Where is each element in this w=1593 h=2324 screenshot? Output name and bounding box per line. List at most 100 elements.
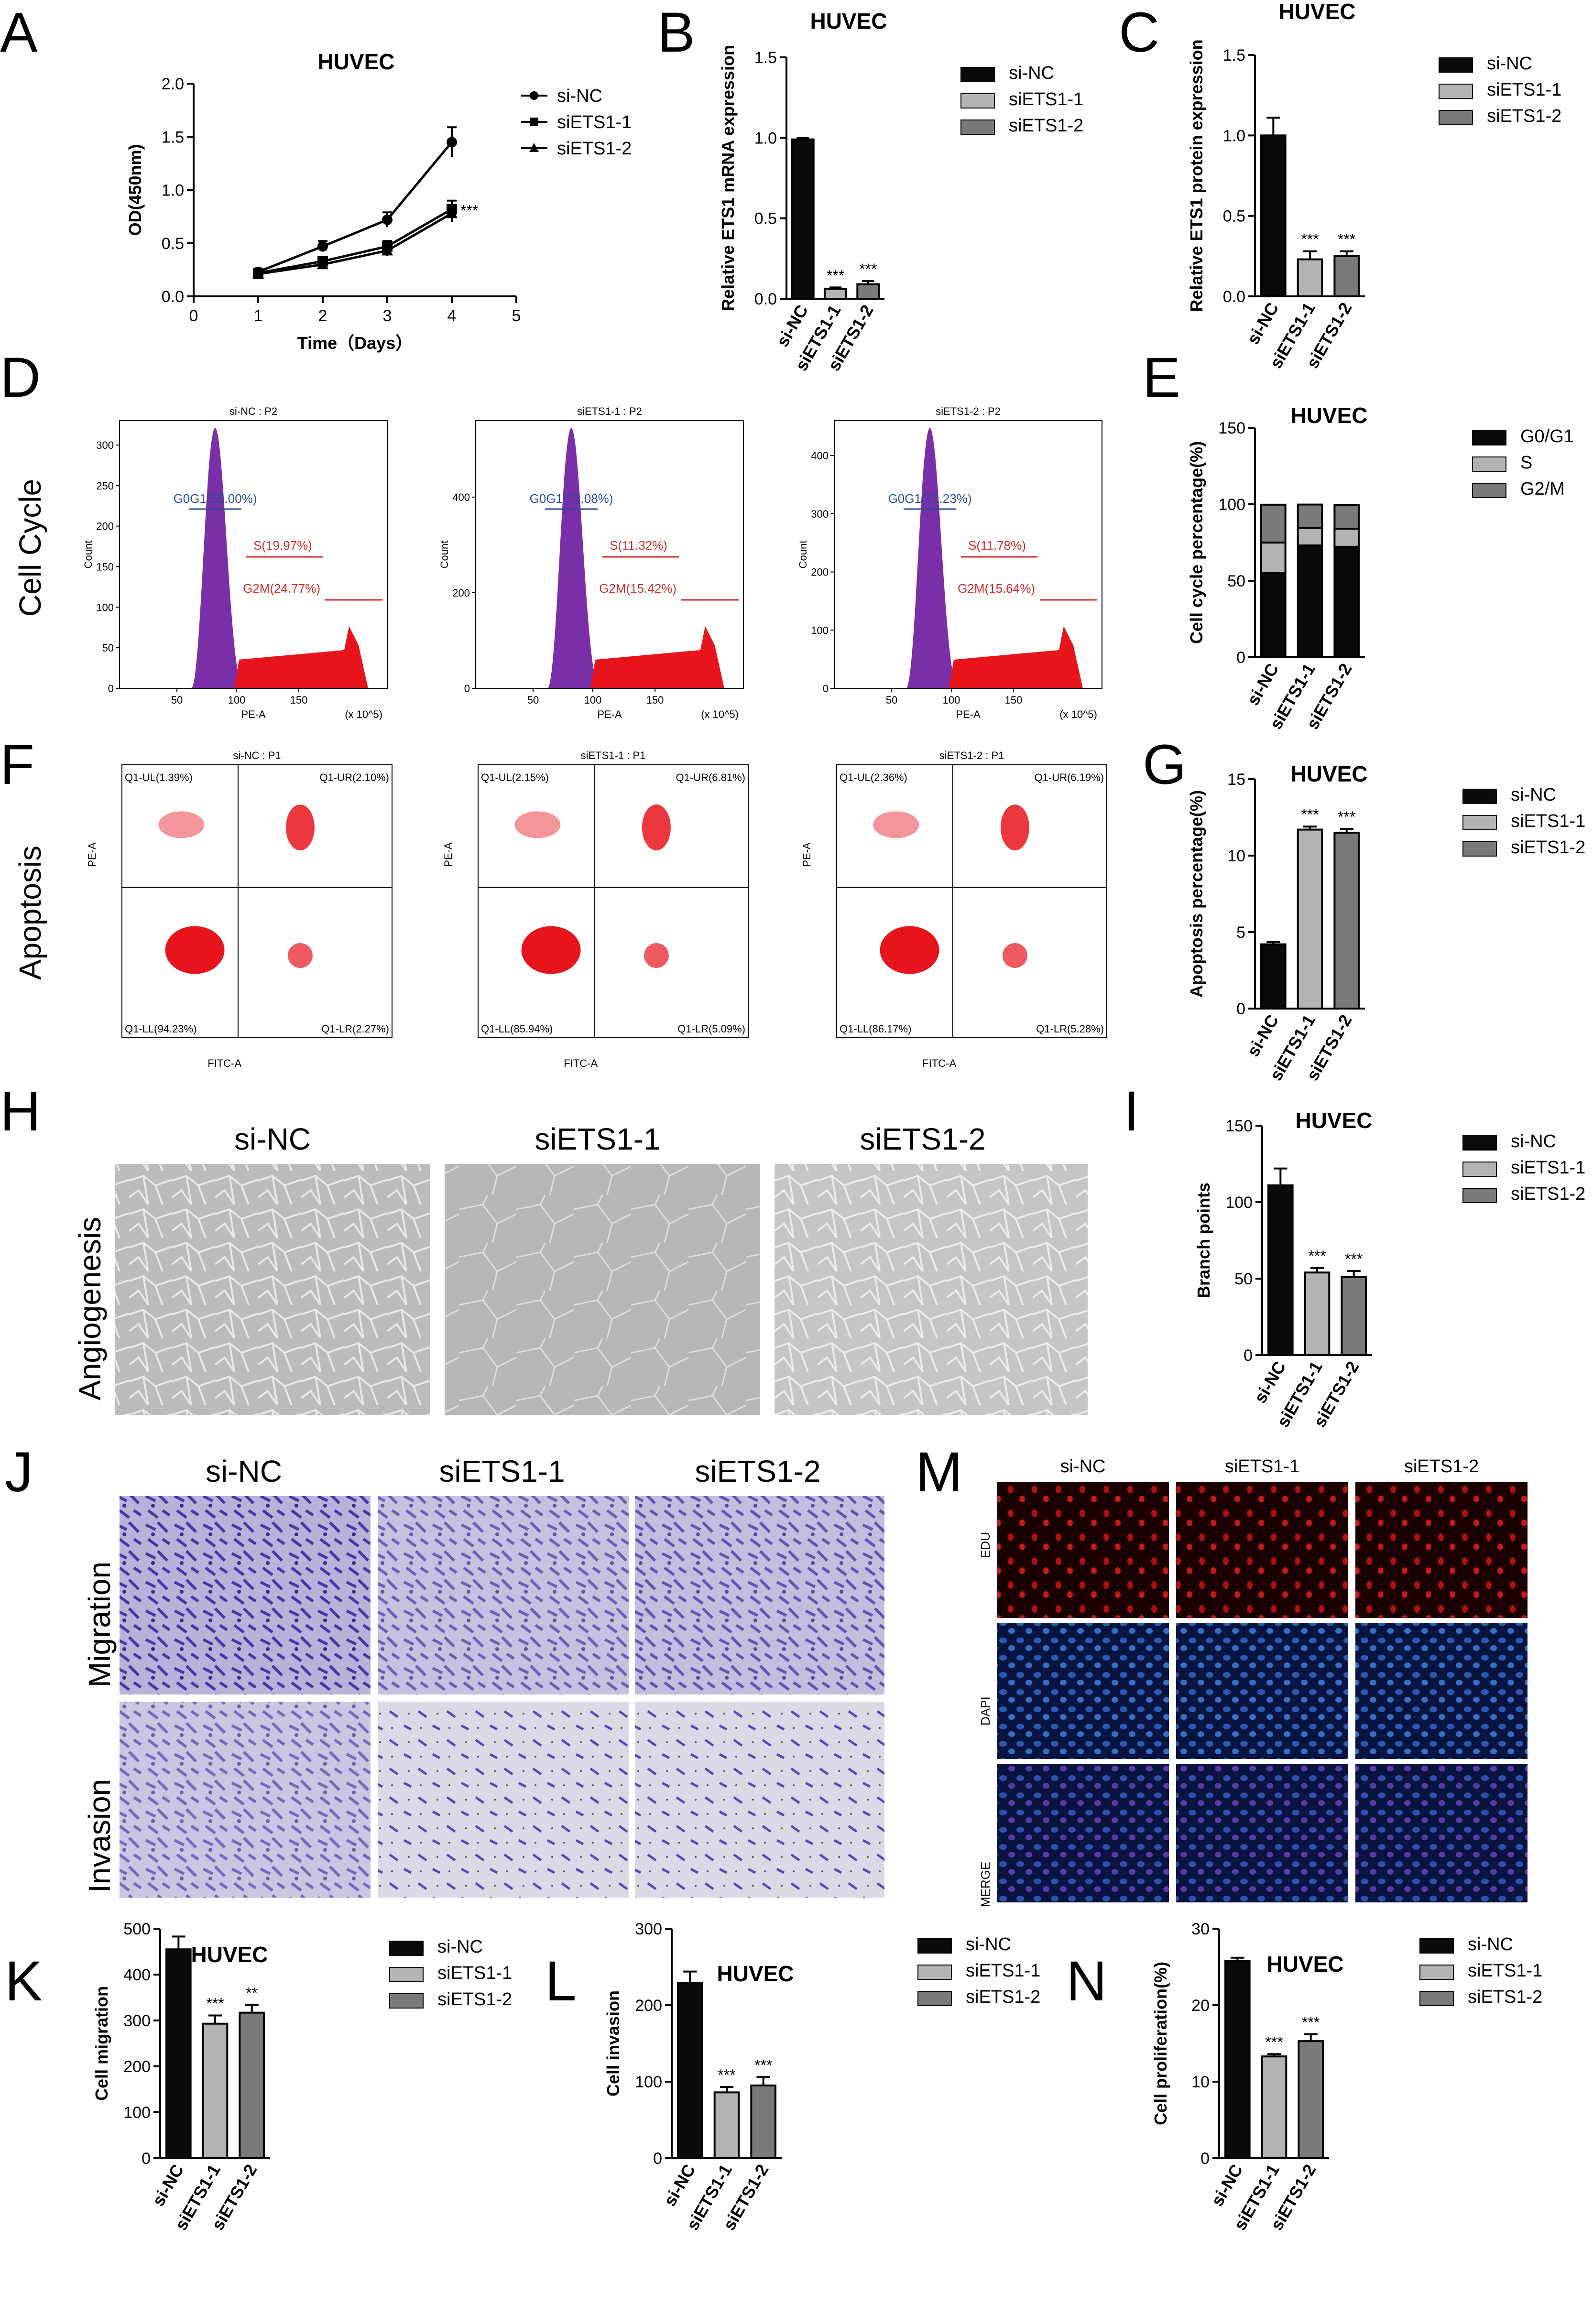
y-axis-title: Apoptosis percentage(%) xyxy=(1187,790,1206,998)
bar-segment xyxy=(1333,504,1360,530)
legend-label: siETS1-2 xyxy=(1468,1987,1542,2007)
flow-title: si-NC : P1 xyxy=(233,749,281,761)
y-tick-label: 0 xyxy=(1236,1000,1245,1018)
condition-label: si-NC xyxy=(234,1122,311,1156)
panel-letter-F: F xyxy=(0,733,34,796)
legend-swatch xyxy=(1419,1965,1454,1980)
s-label: S(11.32%) xyxy=(610,538,667,553)
flow-dotplot-0: si-NC : P1 Q1-UL(1.39%) Q1-UR(2.10%) Q1-LL(… xyxy=(86,749,393,1069)
significance-label: *** xyxy=(1308,1248,1326,1265)
series-line xyxy=(258,141,453,273)
y-tick-label: 0.0 xyxy=(1223,288,1245,306)
y-axis-title: PE-A xyxy=(442,842,454,867)
panel-letter-I: I xyxy=(1124,1080,1139,1143)
x-tick-label: 100 xyxy=(943,694,960,706)
chart-A: HUVEC 0.0 0.5 1.0 1.5 2.0 OD(450nm) 0 1 2 3 4 5 Time（… xyxy=(125,49,632,353)
dapi-image xyxy=(997,1623,1169,1759)
significance-label: *** xyxy=(859,261,877,278)
panel-letter-H: H xyxy=(0,1080,41,1143)
y-tick-label: 150 xyxy=(1225,1117,1253,1135)
panel-letter-N: N xyxy=(1066,1950,1107,2013)
y-tick-label: 0 xyxy=(142,2150,151,2168)
bar-segment xyxy=(1297,527,1323,547)
legend-label: siETS1-1 xyxy=(966,1961,1040,1981)
y-tick-label: 1.5 xyxy=(162,128,184,146)
chart-title: HUVEC xyxy=(1290,403,1367,428)
legend-swatch xyxy=(1472,430,1506,445)
panel-letter-L: L xyxy=(545,1950,577,2013)
invasion-image xyxy=(378,1702,629,1898)
chart-K: HUVEC 0 100 200 300 400 500 Cell migration si-NC… xyxy=(92,1920,512,2234)
angiogenesis-image xyxy=(445,1164,760,1415)
legend-label: si-NC xyxy=(437,1937,483,1957)
side-label-dapi: DAPI xyxy=(978,1696,993,1726)
chart-title: HUVEC xyxy=(810,9,887,33)
population-lr xyxy=(287,943,313,968)
legend-swatch xyxy=(960,93,995,109)
chart-title: HUVEC xyxy=(317,49,394,74)
legend-label: siETS1-2 xyxy=(1009,116,1083,136)
series-line xyxy=(258,212,453,275)
legend-label: siETS1-1 xyxy=(1511,811,1585,831)
population-ll xyxy=(165,926,225,974)
g0g1-peak xyxy=(906,428,959,688)
x-axis-title: Time（Days） xyxy=(297,333,413,353)
significance-label: *** xyxy=(1265,2033,1283,2051)
legend-label: siETS1-2 xyxy=(1511,1184,1585,1204)
flow-title: siETS1-1 : P1 xyxy=(581,749,646,761)
y-axis-title: Branch points xyxy=(1194,1183,1213,1298)
legend-label: si-NC xyxy=(1009,63,1054,83)
bar xyxy=(202,2022,229,2160)
y-tick-label: 200 xyxy=(452,587,470,599)
bar xyxy=(1333,255,1360,297)
y-tick-label: 100 xyxy=(96,601,114,613)
x-axis-title: PE-A xyxy=(597,708,622,720)
y-tick-label: 0 xyxy=(653,2150,662,2168)
flow-histogram-0: si-NC : P2 0 50 100 150 200 250 300 Count 50 100 15… xyxy=(82,405,388,720)
x-tick-label: 100 xyxy=(228,694,246,706)
y-tick-label: 200 xyxy=(635,1997,662,2015)
population-ul xyxy=(514,811,561,838)
legend-swatch xyxy=(389,1967,424,1982)
y-tick-label: 10 xyxy=(1191,2073,1210,2091)
legend-swatch xyxy=(1462,1162,1497,1177)
data-point xyxy=(446,207,458,218)
bar xyxy=(856,283,880,300)
bar xyxy=(1341,1276,1367,1357)
x-tick-label: 150 xyxy=(290,694,308,706)
y-tick-label: 150 xyxy=(96,561,114,573)
legend-label: si-NC xyxy=(966,1934,1011,1955)
quadrant-ur: Q1-UR(2.10%) xyxy=(320,771,389,783)
panel-letter-D: D xyxy=(0,346,41,409)
edu-image xyxy=(1355,1482,1528,1618)
x-tick-label: 4 xyxy=(447,307,457,325)
legend-label: siETS1-1 xyxy=(1009,89,1083,109)
population-ll xyxy=(880,926,939,974)
legend-swatch xyxy=(917,1965,952,1980)
merge-image xyxy=(1355,1764,1528,1902)
panel-letter-B: B xyxy=(657,1,695,64)
side-label-edu: EDU xyxy=(978,1532,993,1558)
significance-label: *** xyxy=(1301,806,1319,823)
significance-label: *** xyxy=(754,2056,772,2074)
y-tick-label: 20 xyxy=(1191,1997,1210,2015)
migration-image xyxy=(635,1496,884,1694)
condition-label: siETS1-1 xyxy=(1225,1456,1299,1477)
y-axis-title: Relative ETS1 mRNA expression xyxy=(718,45,738,311)
y-tick-label: 0 xyxy=(1244,1347,1253,1365)
flow-histogram-2: siETS1-2 : P2 0 100 200 300 400 Count 50 100 150 P… xyxy=(797,405,1102,720)
flow-title: si-NC : P2 xyxy=(229,405,277,417)
y-tick-label: 300 xyxy=(811,508,829,520)
legend-label: si-NC xyxy=(1511,1131,1556,1151)
s-g2m-region xyxy=(590,626,724,688)
y-tick-label: 400 xyxy=(123,1966,151,1984)
legend-swatch xyxy=(1462,1188,1497,1203)
legend-swatch xyxy=(389,1941,424,1956)
quadrant-ll: Q1-LL(94.23%) xyxy=(125,1023,196,1035)
y-tick-label: 0 xyxy=(1236,649,1245,667)
side-label-invasion: Invasion xyxy=(82,1779,117,1893)
panel-letter-C: C xyxy=(1119,1,1159,64)
significance-label: *** xyxy=(1338,231,1355,248)
chart-title: HUVEC xyxy=(1278,0,1355,24)
y-tick-label: 1.0 xyxy=(162,182,184,200)
